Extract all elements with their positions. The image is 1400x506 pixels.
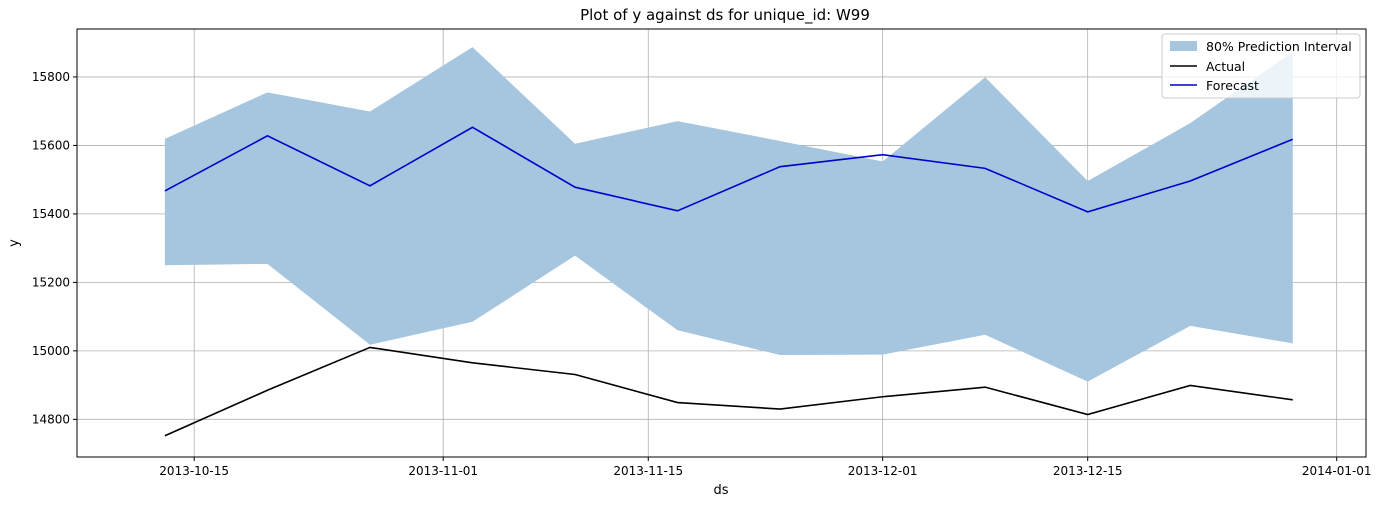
legend-label-interval: 80% Prediction Interval	[1206, 39, 1352, 54]
legend-label-actual: Actual	[1206, 59, 1245, 74]
x-tick-label: 2014-01-01	[1302, 464, 1372, 478]
y-tick-label: 15800	[32, 70, 70, 84]
x-tick-label: 2013-11-01	[408, 464, 478, 478]
legend-swatch-interval	[1170, 41, 1197, 51]
series-line-forecast	[164, 126, 1294, 213]
y-axis-label: y	[7, 239, 22, 247]
chart-title: Plot of y against ds for unique_id: W99	[580, 6, 870, 25]
plot-area	[77, 29, 1366, 457]
prediction-interval-band	[164, 47, 1293, 382]
x-tick-label: 2013-11-15	[613, 464, 683, 478]
y-tick-label: 15200	[32, 275, 70, 289]
y-tick-label: 15000	[32, 344, 70, 358]
series-line-actual	[164, 346, 1293, 437]
legend-box	[1161, 33, 1361, 99]
legend: 80% Prediction Interval Actual Forecast	[1161, 33, 1361, 99]
y-tick-label: 15600	[32, 138, 70, 152]
plot-frame	[76, 28, 1367, 458]
x-tick-label: 2013-10-15	[159, 464, 229, 478]
axes: 14800 15000 15200 15400 15600 15800 2013-10-15…	[32, 70, 1372, 478]
x-tick-label: 2013-12-01	[848, 464, 918, 478]
y-tick-label: 14800	[32, 412, 70, 426]
x-tick-label: 2013-12-15	[1053, 464, 1123, 478]
legend-label-forecast: Forecast	[1206, 78, 1259, 93]
y-tick-label: 15400	[32, 207, 70, 221]
x-axis-label: ds	[713, 483, 728, 498]
